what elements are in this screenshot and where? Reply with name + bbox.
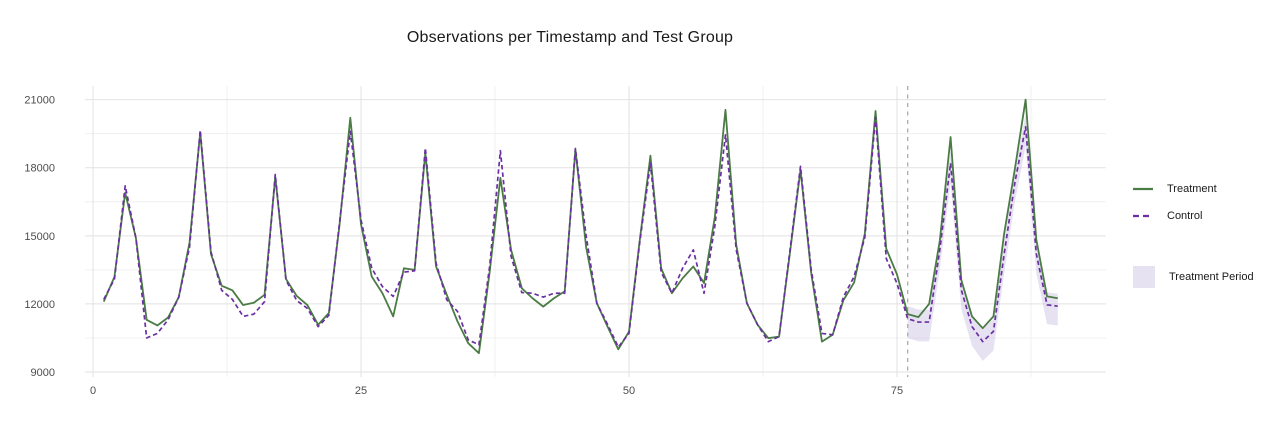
y-tick-label: 9000 bbox=[31, 367, 55, 379]
x-tick-label: 75 bbox=[891, 385, 903, 397]
control-line bbox=[103, 116, 1058, 348]
treatment-period-swatch bbox=[1133, 266, 1155, 288]
x-tick-label: 25 bbox=[355, 385, 367, 397]
legend: Treatment Control Treatment Period bbox=[1133, 175, 1278, 289]
x-tick-label: 0 bbox=[90, 385, 96, 397]
control-line-swatch bbox=[1133, 214, 1153, 217]
chart-title: Observations per Timestamp and Test Grou… bbox=[406, 29, 734, 46]
y-tick-label: 18000 bbox=[24, 163, 55, 175]
legend-label-treatment: Treatment bbox=[1167, 182, 1217, 195]
legend-item-treatment: Treatment bbox=[1133, 175, 1278, 202]
y-tick-label: 15000 bbox=[24, 231, 55, 243]
treatment-period-band bbox=[907, 114, 1058, 361]
legend-label-treatment-period: Treatment Period bbox=[1169, 271, 1254, 283]
y-tick-label: 21000 bbox=[24, 95, 55, 107]
x-tick-label: 50 bbox=[623, 385, 635, 397]
legend-item-treatment-period: Treatment Period bbox=[1133, 265, 1278, 289]
legend-label-control: Control bbox=[1167, 209, 1203, 222]
legend-item-control: Control bbox=[1133, 202, 1278, 229]
y-tick-label: 12000 bbox=[24, 299, 55, 311]
treatment-line-swatch bbox=[1133, 187, 1153, 190]
